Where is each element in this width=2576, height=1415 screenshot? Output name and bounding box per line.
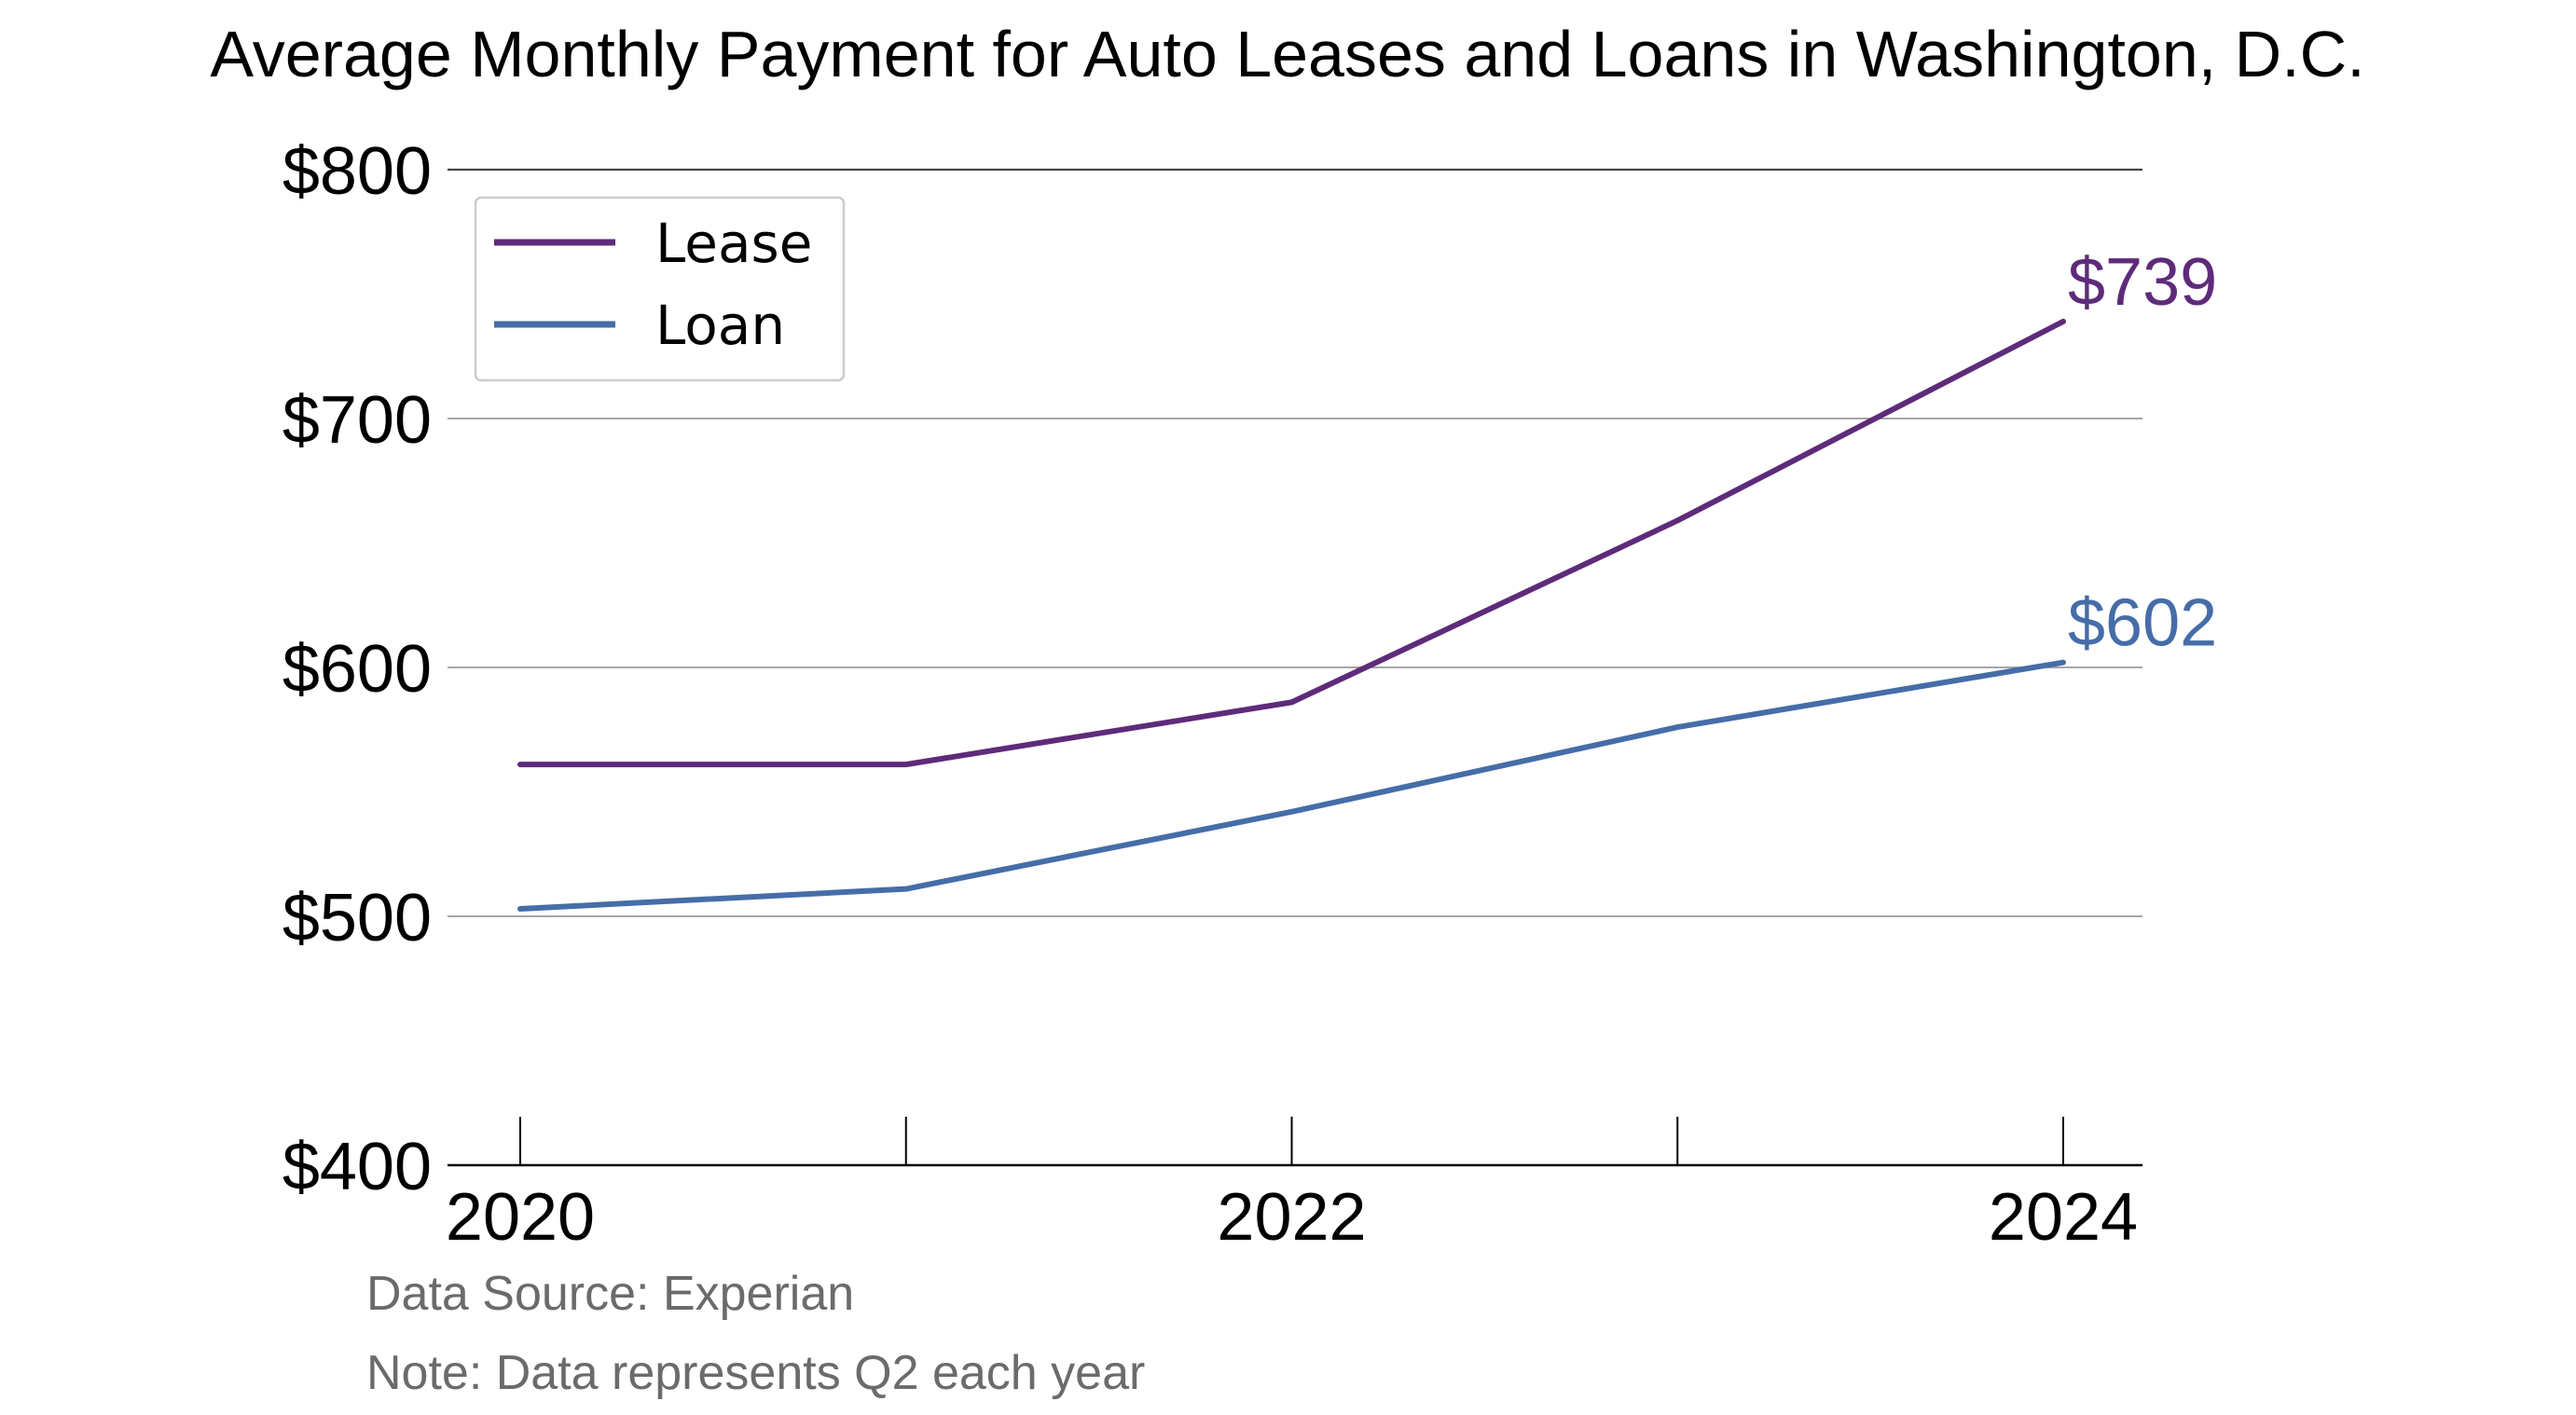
end-labels: $739 $602 <box>2068 245 2217 661</box>
y-axis: $400 $500 $600 $700 $800 <box>282 134 432 1204</box>
x-tick-label: 2022 <box>1217 1180 1366 1255</box>
x-tick-label: 2024 <box>1989 1180 2138 1255</box>
series-line-loan <box>517 659 2066 912</box>
y-tick-label: $400 <box>282 1130 432 1204</box>
end-label-loan: $602 <box>2068 586 2217 661</box>
x-axis: 2020 2022 2024 <box>446 1117 2142 1255</box>
grid-lines <box>448 168 2142 917</box>
y-tick-label: $600 <box>282 632 432 707</box>
y-tick-label: $800 <box>282 134 432 209</box>
chart-title: Average Monthly Payment for Auto Leases … <box>210 18 2364 90</box>
footnote-source: Data Source: Experian <box>366 1267 854 1321</box>
y-tick-label: $500 <box>282 881 432 955</box>
series-lines <box>517 318 2066 912</box>
x-tick-label: 2020 <box>446 1180 595 1255</box>
footnote-note: Note: Data represents Q2 each year <box>366 1346 1145 1400</box>
legend-label-lease: Lease <box>655 212 812 275</box>
legend: Lease Loan <box>474 196 846 382</box>
series-line-lease <box>517 318 2066 768</box>
legend-label-loan: Loan <box>655 294 785 357</box>
y-tick-label: $700 <box>282 383 432 458</box>
end-label-lease: $739 <box>2068 245 2217 320</box>
